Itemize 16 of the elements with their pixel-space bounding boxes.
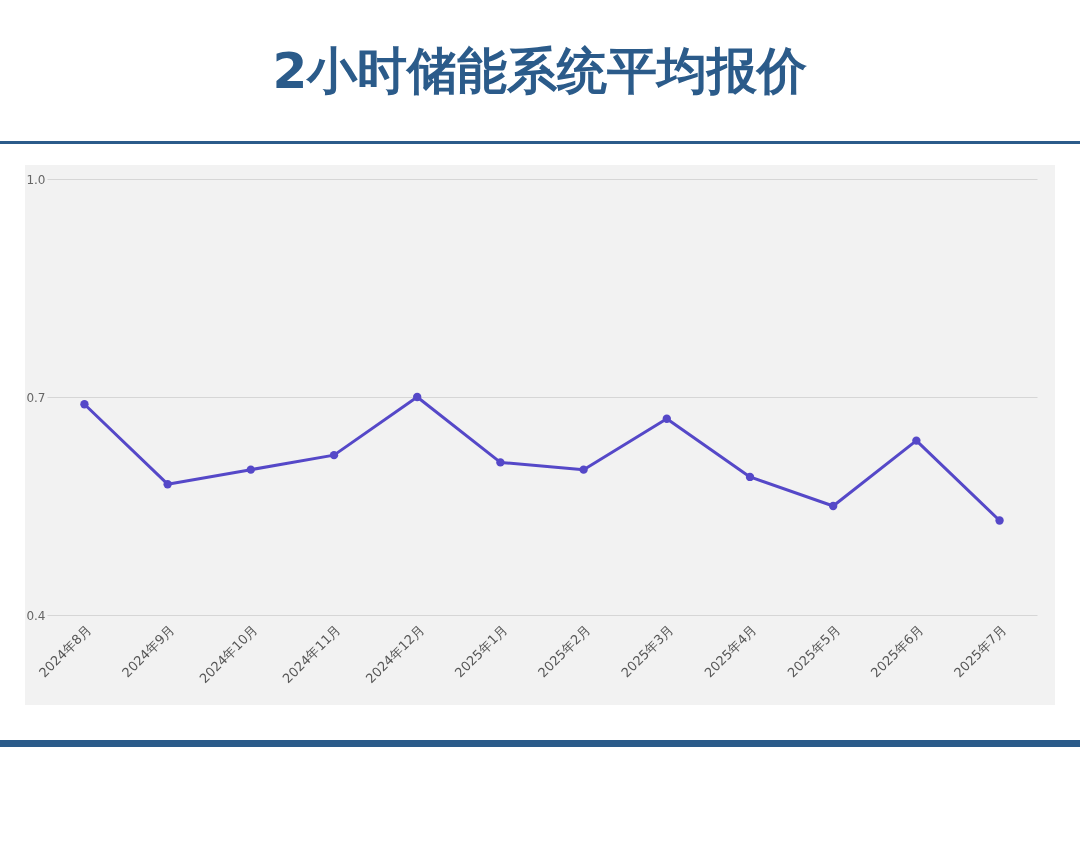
point xyxy=(496,458,505,467)
point xyxy=(579,465,588,474)
point xyxy=(413,392,422,402)
y-tick-label: 0.4 xyxy=(26,608,46,623)
y-tick-label: 0.7 xyxy=(26,390,46,405)
point xyxy=(329,450,339,460)
point xyxy=(745,472,755,482)
point xyxy=(246,465,256,474)
point xyxy=(995,516,1004,525)
point xyxy=(163,480,172,489)
point xyxy=(912,436,921,445)
y-tick-label: 1.0 xyxy=(26,172,46,187)
chart-title: 2小时储能系统平均报价 xyxy=(271,41,809,102)
point xyxy=(80,400,89,409)
point xyxy=(662,414,671,423)
point xyxy=(828,501,838,511)
